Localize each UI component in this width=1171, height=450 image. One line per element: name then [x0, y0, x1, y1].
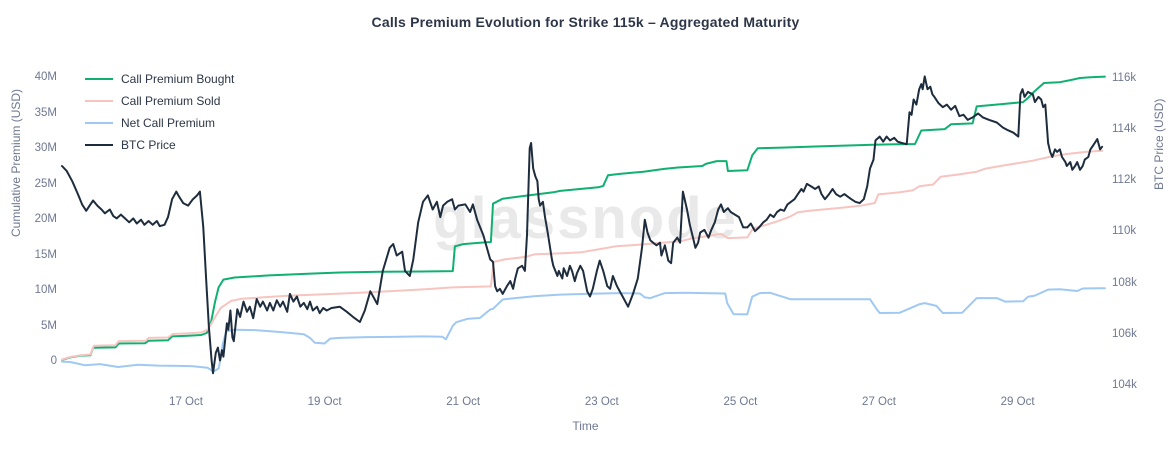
y-left-tick-label: 35M	[34, 106, 57, 119]
legend-item[interactable]: Net Call Premium	[85, 112, 234, 134]
legend-item-label: Call Premium Sold	[121, 94, 221, 108]
series-line-net-call-premium	[61, 287, 1106, 373]
y-right-axis-title: BTC Price (USD)	[1152, 98, 1166, 190]
y-right-tick-label: 112k	[1112, 174, 1137, 187]
legend-swatch-icon	[85, 144, 113, 146]
x-tick-label: 19 Oct	[307, 396, 342, 408]
y-left-tick-label: 5M	[41, 319, 57, 332]
y-right-tick-label: 114k	[1112, 123, 1137, 136]
y-left-tick-label: 40M	[34, 71, 57, 83]
legend-item[interactable]: Call Premium Sold	[85, 90, 234, 112]
series-line-btc-price	[61, 75, 1104, 375]
legend-swatch-icon	[85, 122, 113, 124]
legend: Call Premium Bought Call Premium Sold Net …	[85, 68, 234, 156]
x-tick-label: 17 Oct	[169, 396, 203, 408]
y-right-tick-label: 104k	[1112, 378, 1137, 391]
x-tick-label: 27 Oct	[862, 396, 896, 408]
legend-item-label: BTC Price	[121, 138, 176, 152]
x-tick-label: 21 Oct	[446, 396, 481, 408]
y-right-tick-label: 106k	[1112, 327, 1137, 340]
y-right-tick-label: 116k	[1112, 72, 1137, 84]
x-tick-label: 23 Oct	[584, 396, 619, 408]
legend-item[interactable]: BTC Price	[85, 134, 234, 156]
y-left-tick-label: 15M	[34, 248, 57, 261]
x-tick-label: 25 Oct	[723, 396, 758, 408]
legend-swatch-icon	[85, 100, 113, 102]
series-line-call-premium-sold	[61, 149, 1104, 361]
y-left-axis-title: Cumulative Premium (USD)	[9, 88, 23, 237]
series-line-call-premium-bought	[61, 75, 1106, 361]
legend-item[interactable]: Call Premium Bought	[85, 68, 234, 90]
y-left-tick-label: 10M	[34, 284, 57, 296]
y-right-tick-label: 108k	[1112, 276, 1137, 289]
y-left-tick-label: 30M	[34, 142, 57, 154]
y-left-tick-label: 0	[50, 355, 57, 367]
y-left-tick-label: 20M	[34, 213, 57, 225]
legend-item-label: Net Call Premium	[121, 116, 216, 130]
legend-swatch-icon	[85, 78, 113, 80]
y-right-tick-label: 110k	[1112, 225, 1137, 238]
legend-item-label: Call Premium Bought	[121, 72, 235, 86]
y-left-tick-label: 25M	[34, 177, 57, 190]
x-axis-title: Time	[572, 419, 599, 433]
x-tick-label: 29 Oct	[1000, 396, 1035, 408]
chart-title: Calls Premium Evolution for Strike 115k …	[371, 14, 800, 30]
